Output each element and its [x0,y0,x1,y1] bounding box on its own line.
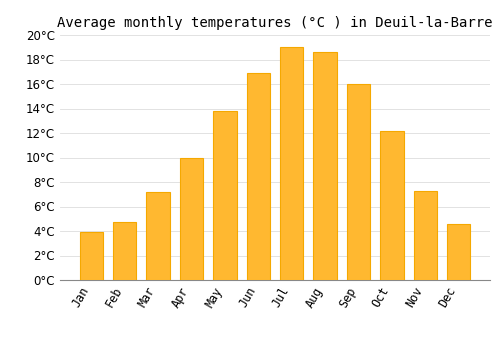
Bar [414,190,437,280]
Bar [447,224,470,280]
Bar [113,223,136,280]
Bar [80,232,103,280]
Title: Average monthly temperatures (°C ) in Deuil-la-Barre: Average monthly temperatures (°C ) in De… [57,16,493,30]
Bar [246,73,270,280]
Bar [347,84,370,280]
Bar [380,131,404,280]
Bar [180,158,203,280]
Bar [213,111,236,280]
Bar [146,192,170,280]
Bar [314,52,337,280]
Bar [280,47,303,280]
